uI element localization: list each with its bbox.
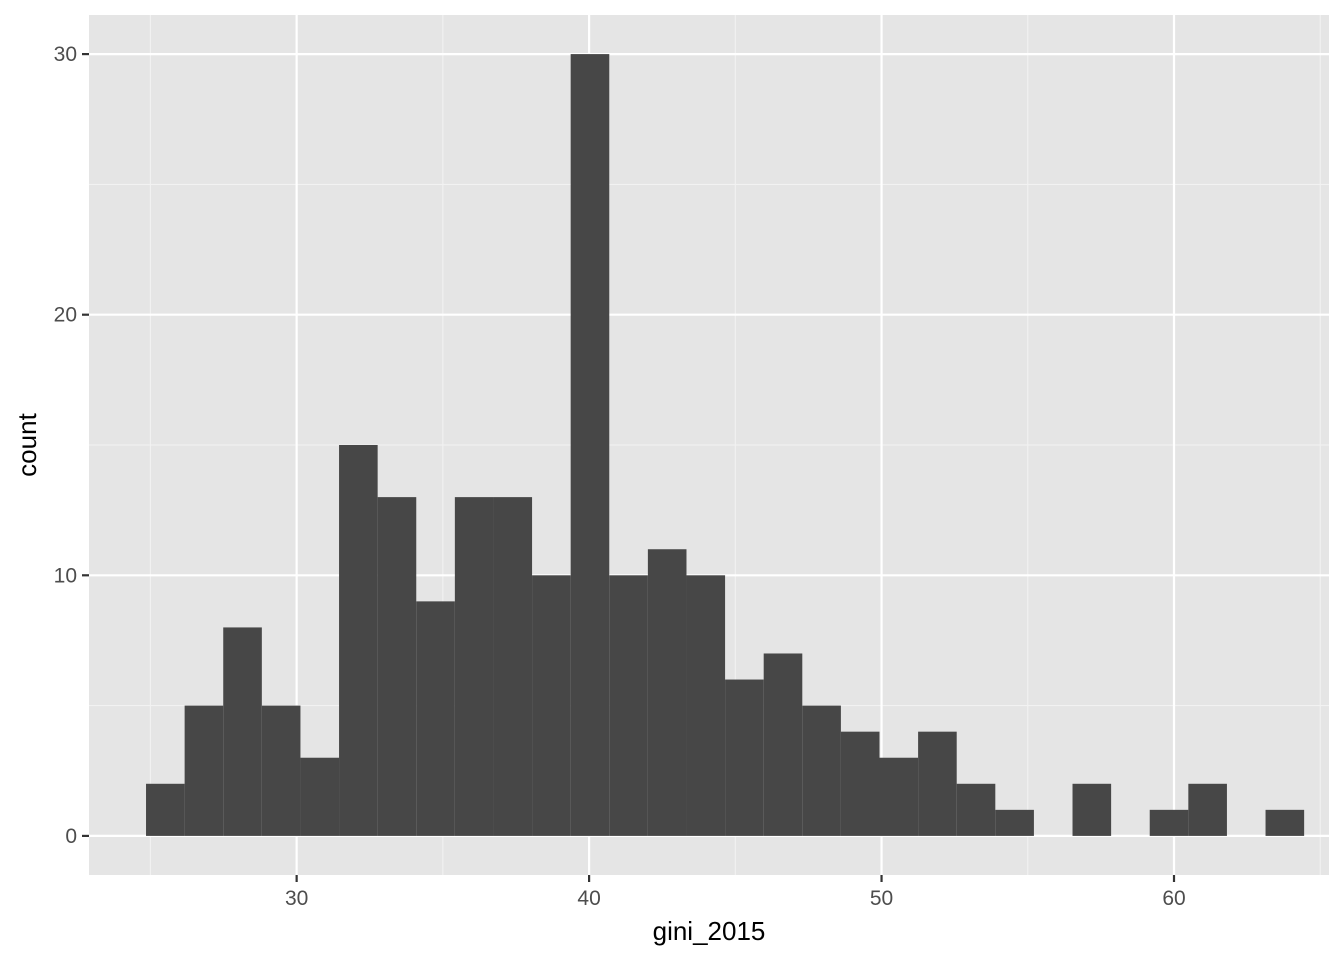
x-tick-label: 40	[577, 887, 600, 910]
y-tick-label: 0	[65, 825, 77, 848]
histogram-bar	[1149, 809, 1189, 836]
x-tick-label: 50	[870, 887, 893, 910]
histogram-bar	[879, 757, 919, 836]
histogram-bar	[454, 497, 494, 836]
histogram-bar	[377, 497, 417, 836]
histogram-bar	[416, 601, 455, 836]
histogram-bar	[1265, 809, 1305, 836]
histogram-bar	[995, 809, 1034, 836]
histogram-bars	[146, 54, 1305, 836]
histogram-bar	[802, 705, 841, 836]
histogram-bar	[570, 54, 610, 836]
x-axis-title: gini_2015	[653, 916, 766, 946]
histogram-bar	[300, 757, 340, 836]
histogram-bar	[686, 575, 726, 836]
histogram-bar	[647, 549, 687, 836]
histogram-bar	[840, 731, 880, 836]
histogram-bar	[1072, 783, 1112, 836]
histogram-bar	[532, 575, 571, 836]
y-tick-label: 10	[54, 564, 77, 587]
y-tick-label: 20	[54, 304, 77, 327]
histogram-bar	[956, 783, 996, 836]
y-tick-label: 30	[54, 43, 77, 66]
histogram-bar	[261, 705, 301, 836]
histogram-bar	[339, 445, 378, 836]
histogram-bar	[763, 653, 803, 836]
x-tick-label: 30	[285, 887, 308, 910]
histogram-bar	[184, 705, 224, 836]
y-axis-title: count	[12, 412, 42, 476]
histogram-bar	[609, 575, 648, 836]
y-axis: 0 10 20 30	[54, 43, 89, 848]
x-tick-label: 60	[1162, 887, 1185, 910]
x-axis: 30 40 50 60	[285, 875, 1186, 910]
histogram-bar	[725, 679, 764, 836]
histogram-bar	[146, 783, 185, 836]
histogram-bar	[223, 627, 262, 836]
histogram-bar	[1188, 783, 1227, 836]
histogram-bar	[918, 731, 957, 836]
histogram-bar	[493, 497, 533, 836]
